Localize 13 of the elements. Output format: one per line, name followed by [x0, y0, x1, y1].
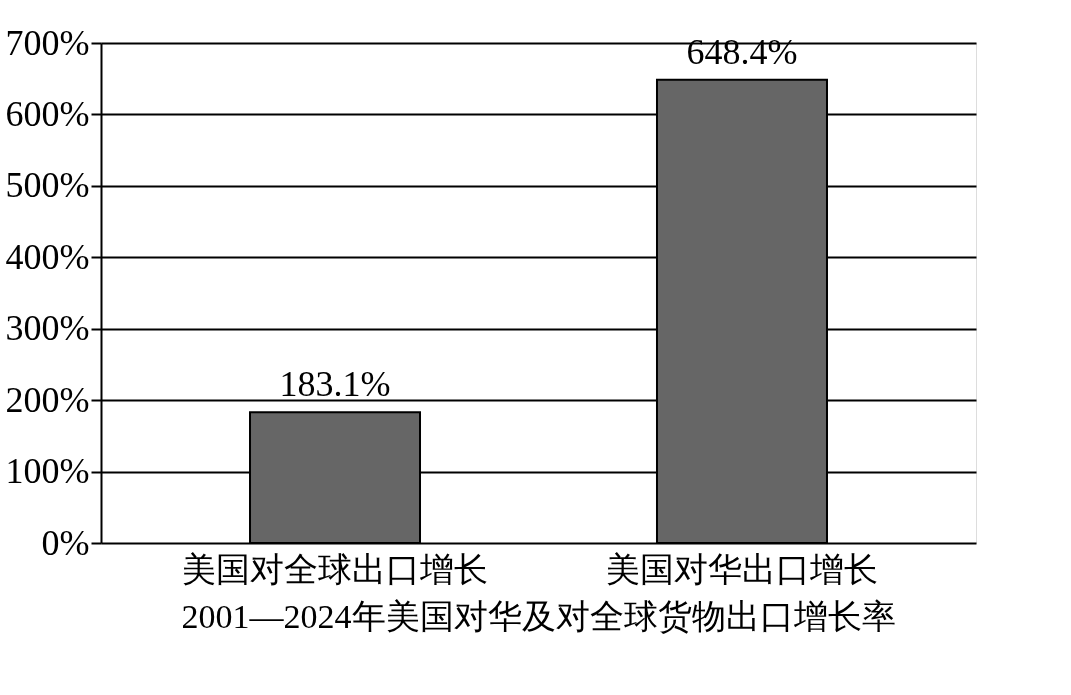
y-tick-label: 100%: [5, 451, 90, 492]
y-tick-label: 600%: [5, 93, 90, 134]
y-tick-label: 400%: [5, 236, 90, 277]
y-tick-label: 200%: [5, 379, 90, 420]
y-tick-label: 500%: [5, 165, 90, 206]
data-label: 183.1%: [279, 364, 391, 405]
data-label: 648.4%: [686, 31, 798, 72]
y-tick-label: 0%: [41, 522, 90, 563]
text: 2001—2024年美国对华及对全球货物出口增长率: [181, 598, 896, 635]
y-tick-label: 700%: [5, 22, 90, 63]
x-tick-label: 美国对全球出口增长: [182, 550, 489, 588]
x-tick-label: 美国对华出口增长: [605, 550, 878, 588]
y-tick-label: 300%: [5, 308, 90, 349]
